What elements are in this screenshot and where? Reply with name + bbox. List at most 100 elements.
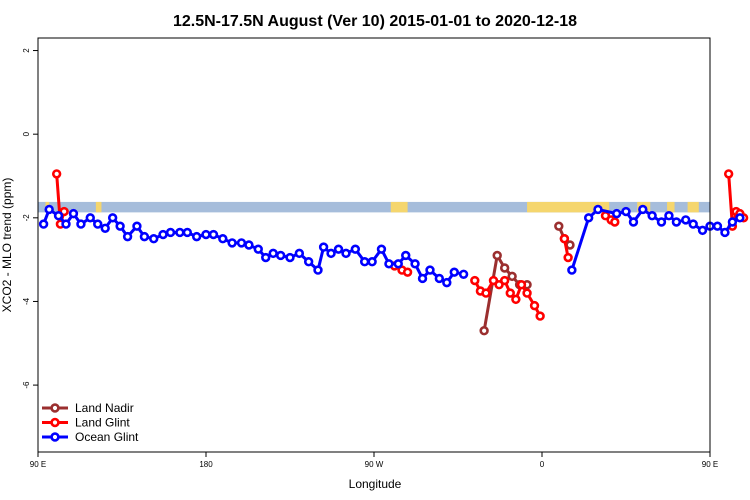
data-point — [158, 229, 168, 240]
data-point — [712, 221, 723, 231]
legend-label: Ocean Glint — [75, 430, 139, 444]
data-point — [261, 252, 271, 263]
data-point — [236, 238, 247, 248]
plot-frame — [37, 37, 711, 453]
data-point — [697, 225, 708, 236]
land-segment — [667, 201, 675, 213]
y-tick-label: 2 — [22, 48, 31, 53]
data-point — [341, 248, 351, 259]
data-point — [647, 211, 657, 221]
data-point — [326, 248, 336, 259]
x-tick-label: 180 — [199, 460, 213, 469]
data-point — [132, 221, 142, 231]
land-segment — [390, 201, 408, 213]
data-point — [115, 221, 125, 231]
data-point — [244, 240, 254, 250]
data-point — [664, 211, 674, 221]
data-point — [275, 250, 286, 261]
data-point — [567, 265, 577, 275]
y-tick-label: -6 — [22, 381, 31, 389]
legend-swatch-marker — [50, 417, 60, 428]
y-axis: 2 0 -2 -4 -6 — [22, 48, 38, 389]
series-land-glint — [51, 169, 749, 321]
data-point — [727, 217, 738, 227]
data-point — [554, 221, 564, 231]
data-point — [303, 257, 314, 267]
data-point — [318, 242, 329, 252]
series-line-segment — [570, 216, 591, 272]
y-tick-label: -4 — [22, 297, 31, 305]
data-point — [253, 244, 263, 254]
data-point — [53, 211, 64, 221]
data-point — [458, 269, 469, 279]
x-axis-label: Longitude — [349, 477, 402, 491]
data-point — [376, 244, 387, 254]
data-point — [425, 265, 435, 275]
data-point — [481, 288, 491, 298]
data-point — [218, 234, 228, 244]
data-point — [268, 248, 278, 259]
data-point — [434, 273, 445, 284]
x-tick-label: 90 E — [702, 460, 718, 469]
data-point — [511, 294, 521, 305]
data-point — [313, 265, 323, 275]
series-layer — [38, 169, 749, 336]
y-axis-label: XCO2 - MLO trend (ppm) — [0, 178, 14, 313]
data-point — [350, 244, 361, 254]
data-point — [681, 215, 691, 225]
data-point — [611, 208, 622, 219]
data-point — [227, 238, 237, 248]
data-point — [492, 250, 502, 261]
data-point — [499, 275, 510, 286]
data-point — [51, 169, 62, 179]
data-point — [563, 252, 573, 263]
data-point — [393, 259, 403, 269]
data-point — [402, 267, 413, 277]
data-point — [85, 213, 95, 223]
legend-swatch-marker — [50, 432, 60, 442]
x-tick-label: 90 W — [365, 460, 384, 469]
data-point — [621, 206, 631, 217]
data-point — [720, 227, 730, 238]
data-point — [505, 288, 515, 298]
data-point — [688, 219, 698, 229]
data-point — [44, 204, 54, 215]
data-point — [499, 263, 510, 273]
data-point — [122, 231, 133, 242]
data-point — [535, 311, 545, 321]
data-point — [656, 217, 667, 227]
data-point — [201, 229, 211, 240]
data-point — [735, 213, 745, 223]
data-point — [139, 231, 150, 242]
data-point — [93, 219, 103, 229]
data-point — [559, 234, 570, 244]
data-point — [165, 227, 176, 238]
data-point — [671, 217, 682, 227]
data-point — [182, 227, 193, 238]
data-point — [516, 280, 527, 290]
data-point — [638, 204, 648, 215]
data-point — [149, 234, 159, 244]
land-segment — [687, 201, 699, 213]
data-point — [76, 219, 86, 229]
data-point — [294, 248, 305, 259]
data-point — [529, 300, 540, 311]
x-tick-label: 0 — [540, 460, 545, 469]
data-point — [583, 213, 594, 223]
data-point — [507, 271, 517, 282]
y-tick-label: -2 — [22, 214, 31, 222]
data-point — [333, 244, 344, 254]
data-point — [38, 219, 49, 229]
ocean-band — [38, 201, 710, 213]
x-tick-label: 90 E — [30, 460, 46, 469]
data-point — [593, 204, 603, 215]
x-axis: 90 E 180 90 W 0 90 E — [30, 452, 718, 469]
data-point — [359, 257, 370, 267]
data-point — [191, 231, 202, 242]
data-point — [628, 217, 639, 227]
data-point — [367, 257, 377, 267]
land-segment — [95, 201, 102, 213]
data-point — [470, 275, 480, 286]
data-point — [410, 259, 420, 269]
